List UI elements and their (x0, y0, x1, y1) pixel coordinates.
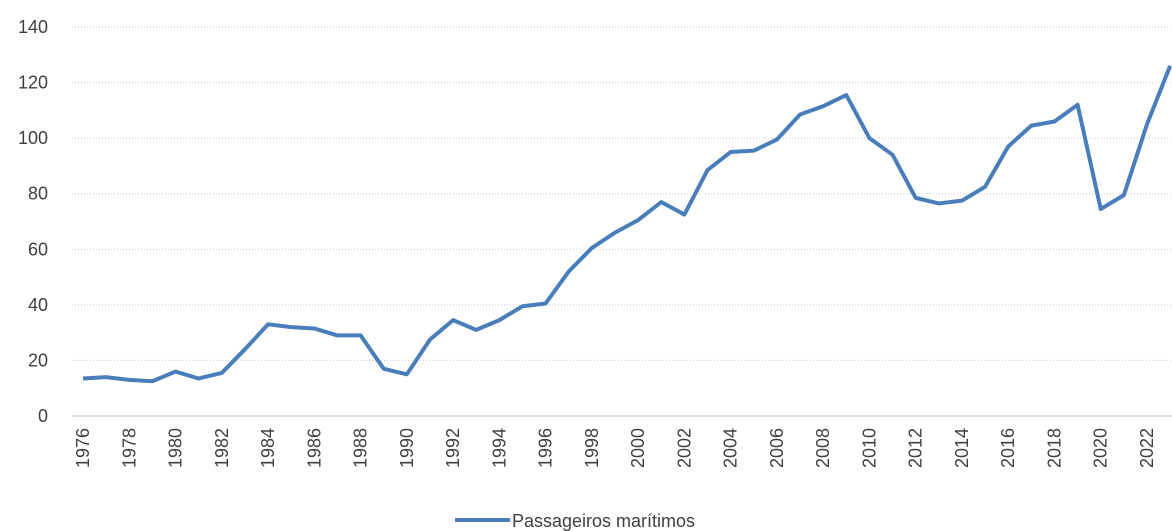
y-tick-label: 40 (28, 295, 48, 315)
y-tick-label: 140 (18, 17, 48, 37)
x-tick-label: 1980 (166, 428, 186, 468)
x-tick-label: 1984 (258, 428, 278, 468)
legend-label: Passageiros marítimos (512, 511, 695, 531)
x-tick-label: 1978 (119, 428, 139, 468)
x-tick-label: 2000 (628, 428, 648, 468)
x-tick-label: 2002 (674, 428, 694, 468)
x-tick-label: 2022 (1137, 428, 1157, 468)
x-tick-label: 2010 (859, 428, 879, 468)
x-tick-label: 1992 (443, 428, 463, 468)
y-tick-label: 20 (28, 350, 48, 370)
x-tick-label: 2014 (952, 428, 972, 468)
x-tick-label: 2016 (998, 428, 1018, 468)
x-tick-label: 1988 (351, 428, 371, 468)
x-tick-label: 1990 (397, 428, 417, 468)
x-tick-label: 2020 (1091, 428, 1111, 468)
y-tick-label: 120 (18, 73, 48, 93)
y-tick-label: 80 (28, 184, 48, 204)
x-tick-label: 2012 (906, 428, 926, 468)
x-tick-label: 1982 (212, 428, 232, 468)
x-tick-label: 2004 (721, 428, 741, 468)
x-tick-label: 2018 (1044, 428, 1064, 468)
x-tick-label: 2006 (767, 428, 787, 468)
series-line (82, 65, 1172, 384)
x-tick-label: 1996 (536, 428, 556, 468)
x-tick-label: 2008 (813, 428, 833, 468)
y-tick-label: 60 (28, 239, 48, 259)
y-tick-label: 0 (38, 406, 48, 426)
x-tick-label: 1976 (73, 428, 93, 468)
y-tick-label: 100 (18, 128, 48, 148)
x-tick-label: 1994 (489, 428, 509, 468)
x-tick-label: 1986 (304, 428, 324, 468)
x-tick-label: 1998 (582, 428, 602, 468)
